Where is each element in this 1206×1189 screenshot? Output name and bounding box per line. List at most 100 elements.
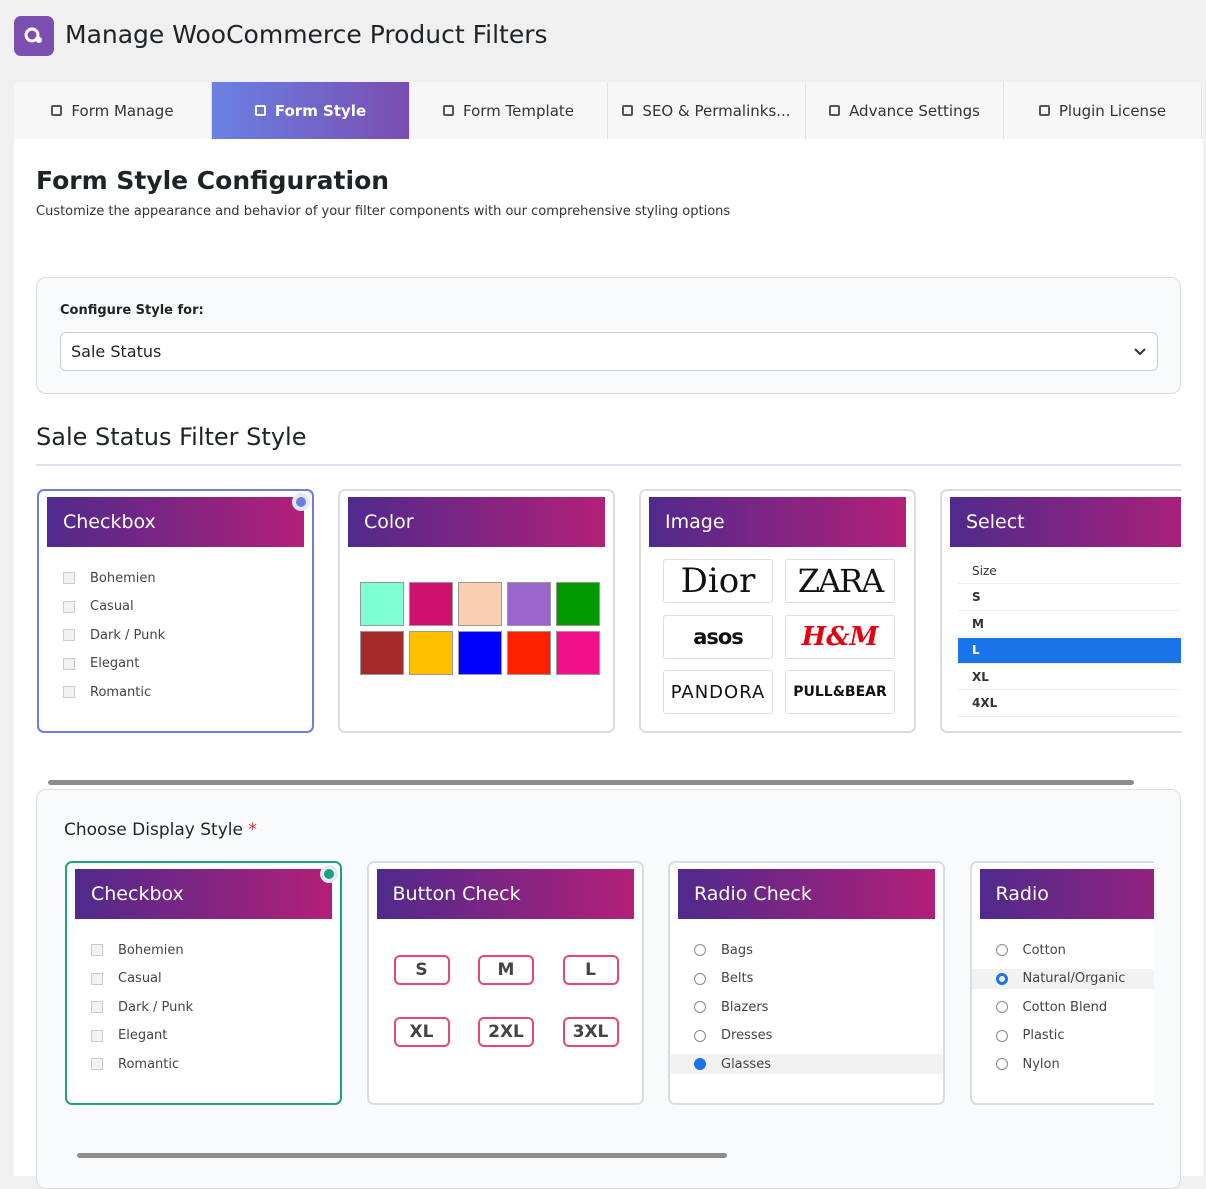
- style-card[interactable]: Checkbox Bohemien Casual Dark / Punk Elegant…: [65, 861, 342, 1105]
- option[interactable]: Dark / Punk: [67, 997, 340, 1017]
- option[interactable]: Belts: [670, 969, 943, 989]
- color-swatch[interactable]: [409, 582, 453, 626]
- size-button[interactable]: L: [562, 955, 619, 985]
- style-card[interactable]: Color: [338, 489, 615, 733]
- option-control: [694, 1058, 706, 1070]
- color-swatch[interactable]: [458, 582, 502, 626]
- option[interactable]: Bohemien: [67, 940, 340, 960]
- style-card[interactable]: Radio Cotton Natural/Organic Cotton Blend Pl…: [969, 861, 1155, 1105]
- size-button[interactable]: 3XL: [562, 1017, 619, 1047]
- scrollbar[interactable]: [48, 780, 1134, 785]
- color-swatch[interactable]: [458, 631, 502, 675]
- scrollbar[interactable]: [77, 1153, 727, 1158]
- option[interactable]: Natural/Organic: [971, 968, 1154, 989]
- color-swatch[interactable]: [360, 631, 404, 675]
- selected-dot: [320, 865, 338, 883]
- chevron: [1134, 348, 1146, 356]
- size-button[interactable]: M: [478, 955, 534, 985]
- color-swatch[interactable]: [409, 631, 453, 675]
- option[interactable]: Romantic: [39, 682, 312, 702]
- option-label: Belts: [721, 971, 754, 986]
- option[interactable]: Nylon: [972, 1054, 1155, 1074]
- option-label: Elegant: [118, 1028, 168, 1043]
- tab-icon: [829, 105, 841, 116]
- option-label: Blazers: [721, 999, 769, 1015]
- option-control: [63, 686, 75, 698]
- option[interactable]: Dark / Punk: [39, 625, 312, 645]
- section-subtitle: Customize the appearance and behavior of…: [36, 204, 731, 219]
- option[interactable]: Cotton: [972, 940, 1155, 960]
- option-label: Cotton Blend: [1022, 999, 1108, 1015]
- brand-logo[interactable]: PULL&BEAR: [785, 670, 895, 714]
- size-button[interactable]: 2XL: [478, 1017, 534, 1047]
- tab-bar: Form Manage Form Style Form Template SEO & …: [14, 82, 1203, 139]
- style-card[interactable]: Image Dior ZARA asos H&M PANDORA PULL&BEAR: [639, 489, 916, 733]
- display-style-row: Checkbox Bohemien Casual Dark / Punk Elegant…: [64, 861, 1154, 1111]
- style-card[interactable]: Button Check S M L XL 2XL 3XL: [366, 861, 644, 1105]
- option[interactable]: Romantic: [67, 1054, 340, 1074]
- tab[interactable]: Form Template: [410, 82, 608, 139]
- option-control: [63, 657, 75, 670]
- option[interactable]: Bags: [670, 940, 943, 960]
- brand-logo[interactable]: PANDORA: [663, 670, 773, 714]
- option[interactable]: Casual: [67, 969, 340, 989]
- option-label: Natural/Organic: [1022, 971, 1126, 986]
- card-header: Select: [950, 497, 1181, 547]
- option-label: Romantic: [118, 1056, 180, 1072]
- color-swatch[interactable]: [360, 582, 404, 626]
- card-header: Color: [348, 497, 605, 547]
- section-title: Form Style Configuration: [36, 166, 390, 195]
- size-button[interactable]: XL: [393, 1017, 450, 1047]
- tab[interactable]: Advance Settings: [806, 82, 1004, 139]
- option-control: [995, 972, 1008, 985]
- filter-style-title: Sale Status Filter Style: [36, 423, 307, 451]
- brand-logo[interactable]: asos: [663, 614, 773, 659]
- select-value: Sale Status: [71, 342, 162, 361]
- brand-logo[interactable]: Dior: [663, 559, 773, 603]
- color-swatch[interactable]: [507, 582, 551, 626]
- option[interactable]: Glasses: [670, 1054, 943, 1074]
- option-control: [694, 944, 706, 956]
- color-swatch[interactable]: [507, 631, 551, 675]
- card-header: Checkbox: [75, 869, 332, 919]
- style-card[interactable]: Checkbox Bohemien Casual Dark / Punk Elegant…: [37, 489, 314, 733]
- option[interactable]: Dresses: [670, 1026, 943, 1046]
- select-option[interactable]: S: [958, 585, 1181, 611]
- color-swatch[interactable]: [556, 631, 600, 675]
- display-box: Choose Display Style * Checkbox Bohemien C…: [36, 789, 1181, 1189]
- style-select[interactable]: Sale Status: [60, 332, 1158, 371]
- size-button[interactable]: S: [393, 955, 450, 985]
- option-label: Bags: [721, 942, 753, 958]
- tab[interactable]: Form Style: [212, 82, 410, 139]
- option[interactable]: Plastic: [972, 1026, 1155, 1046]
- style-card[interactable]: Radio Check Bags Belts Blazers Dresses Glasse…: [668, 861, 945, 1105]
- select-option[interactable]: 4XL: [958, 691, 1181, 717]
- brand-logo[interactable]: ZARA: [785, 559, 895, 603]
- option[interactable]: Cotton Blend: [972, 997, 1155, 1017]
- option[interactable]: Blazers: [670, 997, 943, 1017]
- tab[interactable]: Form Manage: [14, 82, 212, 139]
- brand-logo[interactable]: H&M: [785, 614, 895, 659]
- option[interactable]: Elegant: [39, 654, 312, 674]
- config-box: Configure Style for: Sale Status: [36, 277, 1181, 394]
- option[interactable]: Bohemien: [39, 568, 312, 588]
- select-option[interactable]: Size: [958, 558, 1181, 584]
- option[interactable]: Elegant: [67, 1026, 340, 1046]
- style-card[interactable]: Select Size S M L XL 4XL: [940, 489, 1181, 733]
- tab[interactable]: SEO & Permalinks...: [608, 82, 806, 139]
- tab[interactable]: Plugin License: [1004, 82, 1202, 139]
- option-control: [694, 972, 706, 985]
- option-label: Bohemien: [90, 570, 156, 586]
- select-option[interactable]: M: [958, 611, 1181, 637]
- option-label: Bohemien: [118, 942, 184, 958]
- select-option[interactable]: L: [958, 637, 1181, 664]
- color-swatch[interactable]: [556, 582, 600, 626]
- option-label: Dresses: [721, 1028, 773, 1043]
- option[interactable]: Casual: [39, 597, 312, 617]
- card-header: Button Check: [376, 869, 634, 919]
- option-control: [63, 629, 75, 641]
- filter-style-row: Checkbox Bohemien Casual Dark / Punk Elegant…: [36, 489, 1181, 739]
- select-option[interactable]: XL: [958, 664, 1181, 690]
- card-header: Checkbox: [47, 497, 304, 547]
